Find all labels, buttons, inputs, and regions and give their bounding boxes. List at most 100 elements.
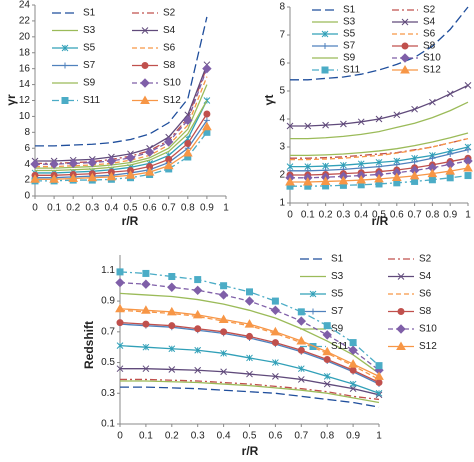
y-tick-label: 8 [279, 2, 285, 13]
marker [116, 319, 124, 327]
x-tick-label: 0.8 [181, 203, 195, 214]
series-line [120, 380, 380, 404]
marker [167, 282, 177, 292]
marker [446, 90, 454, 98]
y-tick-label: 24 [19, 0, 31, 11]
marker [338, 175, 349, 185]
marker [270, 326, 281, 336]
marker [218, 290, 229, 300]
legend-label: S4 [423, 17, 436, 28]
marker [30, 159, 40, 169]
marker [429, 155, 436, 162]
marker [62, 62, 68, 69]
x-tick-label: 0.3 [191, 431, 205, 442]
x-tick-label: 0.5 [243, 431, 257, 442]
marker [244, 319, 255, 328]
marker [296, 316, 307, 326]
x-tick-label: 0.5 [124, 203, 138, 214]
marker [309, 290, 317, 298]
series-line [35, 84, 208, 169]
marker [348, 345, 358, 355]
marker [87, 172, 98, 182]
marker [296, 336, 307, 345]
legend-label: S3 [331, 271, 344, 282]
legend-label: S9 [331, 324, 344, 335]
series-line [35, 66, 208, 165]
y-tick-label: 10 [19, 111, 31, 122]
legend-label: S1 [343, 5, 356, 16]
marker [246, 370, 253, 378]
x-tick-label: 0.6 [390, 210, 404, 221]
marker [322, 330, 332, 340]
marker [465, 146, 471, 153]
legend-label: S11 [83, 95, 100, 106]
legend-label: S4 [419, 271, 432, 282]
legend-label: S5 [331, 289, 344, 300]
marker [297, 346, 305, 354]
y-axis-label: γr [4, 94, 18, 106]
x-tick-label: 0.6 [143, 203, 157, 214]
legend-label: S7 [331, 306, 344, 317]
marker [68, 158, 78, 169]
x-tick-label: 0 [287, 210, 293, 221]
marker [349, 339, 357, 347]
marker [396, 341, 406, 350]
marker [348, 359, 358, 368]
legend-label: S2 [163, 8, 176, 19]
marker [302, 176, 313, 186]
marker [168, 366, 176, 373]
marker [220, 349, 227, 357]
y-tick-label: 20 [19, 31, 31, 42]
x-tick-label: 0.6 [268, 431, 282, 442]
y-tick-label: 4 [279, 114, 285, 125]
series-line [35, 68, 208, 165]
marker [182, 148, 193, 157]
marker [285, 176, 295, 186]
marker [141, 62, 149, 69]
marker [163, 160, 174, 170]
marker [286, 122, 294, 130]
marker [400, 53, 410, 63]
y-tick-label: 0.9 [101, 296, 115, 307]
y-tick-label: 0.5 [101, 357, 115, 368]
series-line [120, 386, 380, 408]
marker [323, 355, 331, 363]
marker [194, 325, 202, 333]
legend-label: S12 [423, 65, 441, 76]
marker [297, 376, 305, 383]
y-tick-label: 8 [24, 127, 30, 138]
y-tick-label: 4 [24, 159, 30, 170]
marker [409, 170, 420, 180]
x-tick-label: 1 [376, 431, 382, 442]
legend-label: S5 [83, 43, 96, 54]
marker [192, 285, 203, 296]
legend-label: S10 [163, 78, 181, 89]
legend-label: S8 [419, 306, 432, 317]
x-tick-label: 0.9 [346, 431, 360, 442]
marker [246, 288, 253, 296]
y-tick-label: 7 [279, 30, 285, 41]
y-tick-label: 1 [279, 198, 285, 209]
marker [183, 115, 193, 126]
marker [321, 30, 329, 38]
x-tick-label: 0.8 [425, 210, 439, 221]
x-tick-label: 0.2 [165, 431, 179, 442]
legend-label: S8 [423, 41, 436, 52]
marker [246, 354, 253, 362]
marker [194, 276, 202, 284]
marker [49, 159, 59, 169]
marker [349, 366, 357, 374]
marker [391, 172, 402, 182]
marker [429, 98, 436, 106]
marker [375, 389, 383, 397]
marker [106, 171, 117, 181]
marker [218, 314, 229, 324]
x-tick-label: 0 [117, 431, 123, 442]
marker [272, 373, 279, 380]
marker [297, 365, 305, 373]
marker [393, 111, 401, 119]
x-tick-label: 1 [465, 210, 471, 221]
marker [374, 173, 384, 183]
x-tick-label: 0.2 [319, 210, 333, 221]
